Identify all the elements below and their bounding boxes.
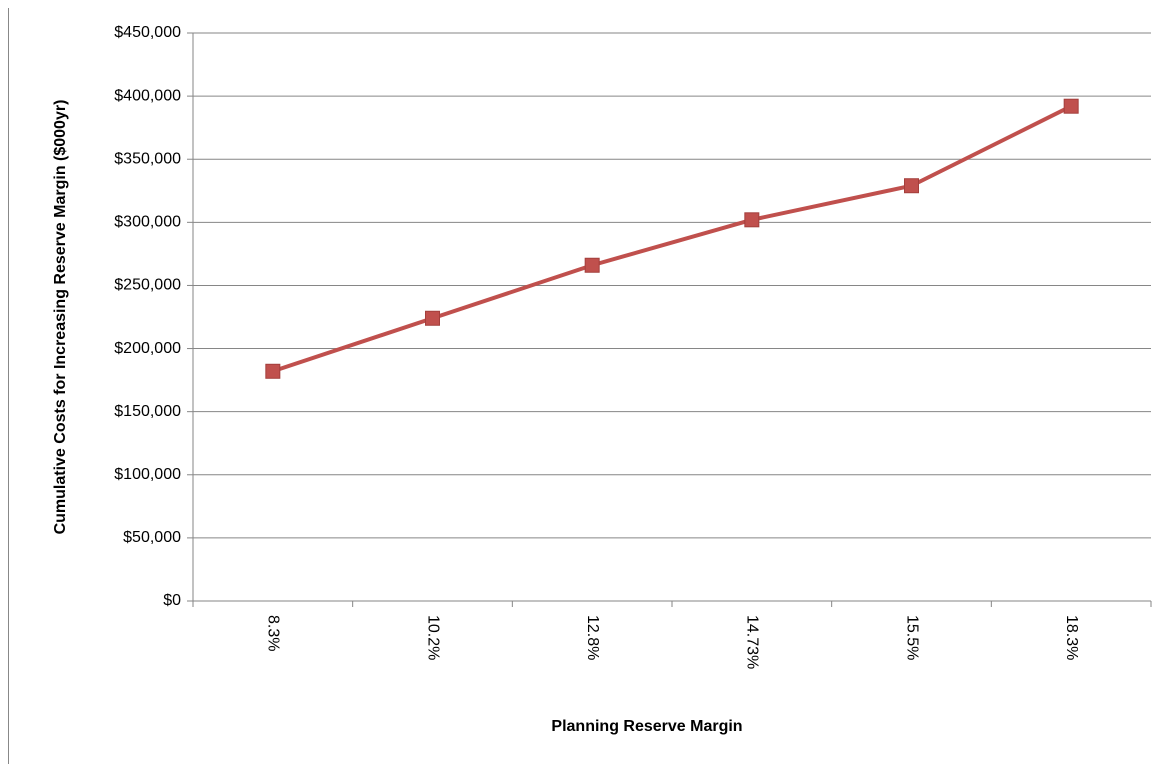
x-tick-label: 8.3% [265, 615, 282, 651]
y-tick-label: $450,000 [114, 24, 181, 41]
x-tick-label: 10.2% [424, 615, 441, 660]
y-tick-label: $350,000 [114, 150, 181, 167]
y-tick-label: $100,000 [114, 466, 181, 483]
data-marker [1063, 98, 1079, 114]
x-tick-label: 18.3% [1063, 615, 1080, 660]
y-tick-label: $250,000 [114, 277, 181, 294]
data-marker [744, 212, 760, 228]
y-tick-label: $50,000 [123, 529, 181, 546]
y-tick-label: $400,000 [114, 87, 181, 104]
data-marker [584, 257, 600, 273]
y-tick-label: $150,000 [114, 403, 181, 420]
x-tick-label: 14.73% [744, 615, 761, 669]
data-marker [265, 363, 281, 379]
y-tick-label: $200,000 [114, 340, 181, 357]
data-line [272, 104, 1073, 374]
data-marker [425, 310, 440, 326]
y-tick-label: $300,000 [114, 214, 181, 231]
x-tick-label: 15.5% [903, 615, 920, 660]
y-axis-title: Cumulative Costs for Increasing Reserve … [52, 100, 69, 535]
data-marker [904, 178, 919, 194]
x-axis-title: Planning Reserve Margin [551, 718, 742, 735]
x-tick-label: 12.8% [584, 615, 601, 660]
y-tick-label: $0 [163, 592, 181, 609]
